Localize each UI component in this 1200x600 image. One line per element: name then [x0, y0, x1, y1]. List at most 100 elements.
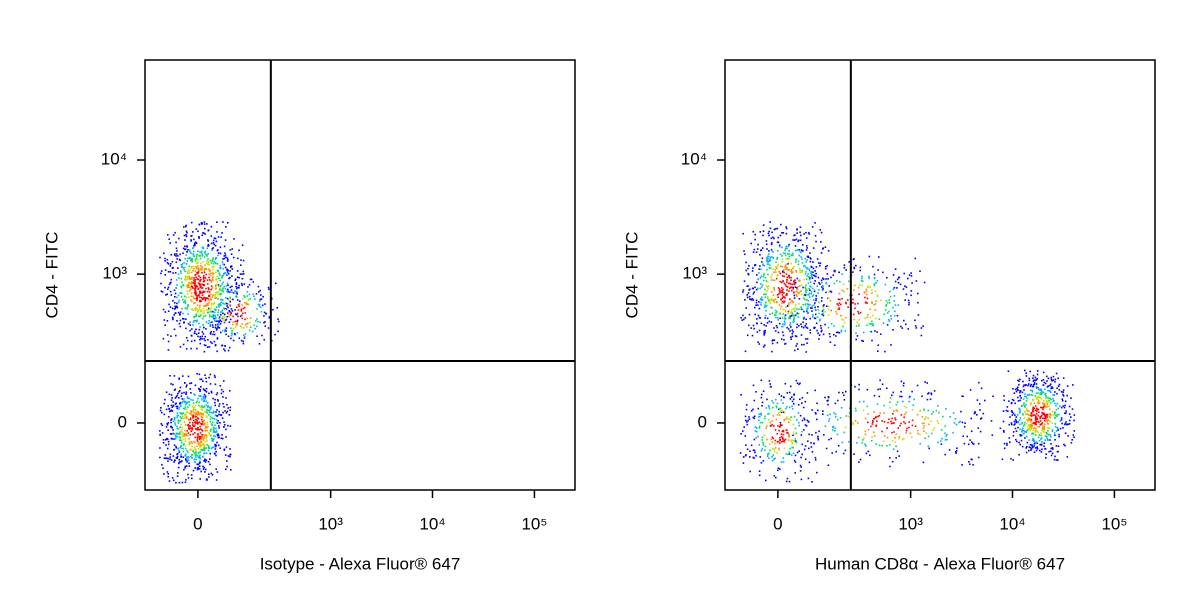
event-dot [798, 298, 801, 300]
event-dot [1050, 398, 1052, 401]
event-dot [224, 254, 227, 256]
event-dot [196, 267, 198, 270]
event-dot [1068, 413, 1071, 415]
event-dot [908, 396, 911, 399]
event-dot [173, 438, 175, 440]
event-dot [186, 461, 188, 463]
event-dot [210, 330, 212, 333]
event-dot [188, 296, 190, 298]
event-dot [905, 411, 907, 414]
event-dot [796, 288, 798, 291]
event-dot [772, 339, 774, 341]
event-dot [202, 395, 205, 398]
event-dot [759, 317, 761, 319]
event-dot [889, 397, 892, 399]
event-dot [216, 281, 219, 284]
event-dot [175, 396, 178, 398]
event-dot [779, 272, 782, 275]
event-dot [176, 435, 179, 438]
event-dot [182, 456, 184, 458]
event-dot [789, 287, 791, 289]
event-dot [745, 269, 747, 272]
event-dot [203, 223, 206, 225]
event-dot [211, 324, 214, 326]
event-dot [197, 412, 200, 415]
event-dot [809, 285, 811, 288]
event-dot [821, 313, 823, 316]
event-dot [771, 459, 774, 462]
event-dot [1062, 405, 1065, 407]
event-dot [768, 457, 770, 459]
event-dot [971, 442, 974, 445]
event-dot [183, 301, 185, 304]
event-dot [170, 399, 173, 401]
event-dot [877, 388, 879, 391]
event-dot [917, 301, 919, 304]
event-dot [184, 465, 187, 468]
event-dot [217, 284, 220, 286]
event-dot [811, 287, 814, 290]
event-dot [745, 408, 748, 411]
event-dot [272, 308, 274, 311]
event-dot [774, 309, 777, 312]
event-dot [808, 433, 810, 436]
event-dot [1055, 430, 1058, 432]
event-dot [210, 307, 212, 309]
event-dot [199, 310, 202, 313]
event-dot [178, 391, 180, 393]
event-dot [186, 456, 188, 458]
event-dot [889, 290, 891, 293]
event-dot [190, 440, 193, 443]
event-dot [234, 320, 237, 323]
event-dot [873, 435, 876, 437]
event-dot [190, 334, 193, 337]
event-dot [803, 448, 806, 451]
event-dot [188, 257, 191, 259]
event-dot [763, 330, 765, 333]
event-dot [886, 276, 888, 279]
event-dot [789, 419, 792, 421]
event-dot [786, 247, 788, 250]
event-dot [878, 414, 881, 417]
event-dot [211, 474, 214, 476]
event-dot [805, 291, 807, 294]
event-dot [175, 287, 178, 289]
event-dot [758, 444, 760, 446]
event-dot [893, 286, 896, 289]
event-dot [891, 440, 894, 442]
event-dot [1046, 435, 1048, 438]
event-dot [761, 261, 763, 263]
event-dot [784, 382, 787, 385]
event-dot [1011, 423, 1013, 426]
event-dot [764, 296, 766, 298]
event-dot [1049, 383, 1052, 385]
event-dot [195, 451, 197, 453]
event-dot [170, 404, 173, 407]
event-dot [196, 259, 199, 261]
event-dot [194, 280, 196, 283]
event-dot [787, 263, 789, 265]
event-dot [239, 315, 242, 318]
event-dot [199, 442, 202, 444]
event-dot [241, 284, 243, 286]
event-dot [977, 442, 980, 445]
event-dot [966, 435, 968, 438]
event-dot [1070, 442, 1073, 444]
event-dot [792, 254, 794, 257]
event-dot [1049, 390, 1051, 393]
event-dot [184, 438, 186, 440]
event-dot [178, 449, 180, 452]
event-dot [220, 304, 222, 306]
event-dot [225, 428, 227, 431]
event-dot [834, 427, 836, 430]
event-dot [1052, 394, 1054, 396]
event-dot [217, 324, 220, 326]
event-dot [785, 306, 787, 308]
event-dot [1017, 389, 1019, 391]
event-dot [178, 462, 180, 465]
event-dot [216, 409, 218, 411]
event-dot [782, 438, 784, 441]
plot-frame [724, 59, 1156, 491]
event-dot [217, 298, 219, 300]
event-dot [189, 288, 192, 291]
